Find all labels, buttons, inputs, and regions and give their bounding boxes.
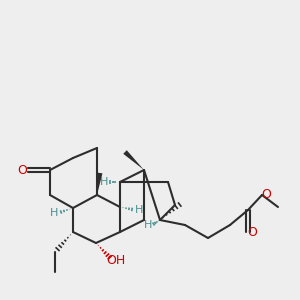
Text: OH: OH xyxy=(106,254,126,266)
Text: H: H xyxy=(144,220,152,230)
Text: H: H xyxy=(100,177,108,187)
Text: O: O xyxy=(261,188,271,202)
Text: O: O xyxy=(247,226,257,238)
Polygon shape xyxy=(97,173,103,195)
Polygon shape xyxy=(123,150,144,170)
Text: H: H xyxy=(50,208,58,218)
Text: O: O xyxy=(17,164,27,176)
Text: H: H xyxy=(135,205,143,215)
